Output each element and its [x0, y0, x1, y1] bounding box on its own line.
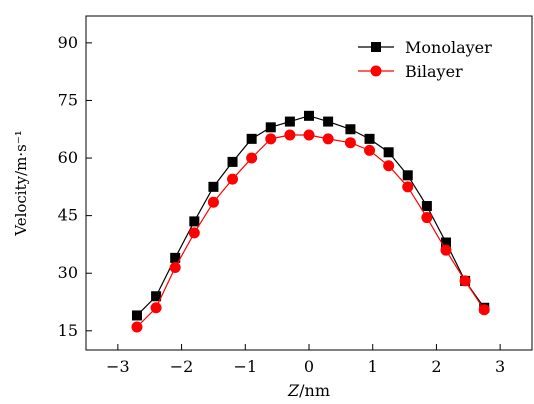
data-point: [402, 170, 413, 181]
y-tick-label: 90: [58, 33, 78, 52]
legend-label: Monolayer: [405, 38, 492, 57]
data-point: [323, 116, 334, 127]
y-tick-label: 30: [58, 263, 78, 282]
series-monolayer: [131, 110, 490, 321]
x-tick-label: 0: [304, 357, 314, 376]
x-tick-label: 1: [368, 357, 378, 376]
data-point: [227, 156, 238, 167]
y-tick-label: 15: [58, 321, 78, 340]
data-point: [189, 216, 200, 227]
data-point: [265, 133, 277, 145]
data-point: [421, 212, 433, 224]
y-tick-label: 45: [58, 206, 78, 225]
data-point: [459, 275, 471, 287]
data-point: [364, 133, 375, 144]
legend: Monolayer Bilayer: [358, 38, 492, 81]
data-point: [131, 310, 142, 321]
legend-marker: [371, 42, 381, 52]
series-layer: [131, 110, 490, 333]
data-point: [304, 110, 314, 121]
data-point: [303, 129, 315, 141]
x-axis-unit: /nm: [299, 381, 330, 400]
data-point: [383, 160, 395, 172]
x-tick-label: −3: [106, 357, 130, 376]
data-point: [150, 302, 162, 314]
x-tick-label: 3: [495, 357, 505, 376]
y-tick-label: 75: [58, 90, 78, 109]
data-point: [207, 196, 219, 208]
legend-marker: [370, 65, 382, 77]
data-point: [170, 252, 181, 263]
data-point: [383, 147, 394, 158]
data-point: [322, 133, 334, 145]
data-point: [208, 181, 219, 192]
data-point: [284, 116, 295, 127]
y-axis-label: Velocity/m·s⁻¹: [12, 130, 30, 237]
axis-ticks: −3 −2 −1 0 1 2 3 15 30 45 60 75 90: [58, 33, 506, 376]
x-tick-label: −2: [170, 357, 194, 376]
series-line: [136, 115, 485, 316]
data-point: [188, 227, 200, 239]
data-point: [151, 291, 162, 302]
plot-frame: [85, 15, 533, 351]
data-point: [344, 137, 356, 149]
x-tick-label: 2: [431, 357, 441, 376]
data-point: [227, 173, 239, 185]
data-point: [265, 122, 276, 133]
data-point: [421, 201, 432, 212]
legend-label: Bilayer: [405, 62, 463, 81]
data-point: [345, 124, 356, 135]
x-axis-variable: Z: [287, 381, 300, 400]
data-point: [169, 261, 181, 273]
x-axis-label: Z/nm: [287, 381, 330, 400]
series-bilayer: [131, 129, 490, 333]
y-tick-label: 60: [58, 148, 78, 167]
data-point: [246, 152, 258, 164]
x-tick-label: −1: [233, 357, 257, 376]
data-point: [440, 244, 452, 256]
data-point: [440, 237, 451, 248]
data-point: [402, 181, 414, 193]
data-point: [131, 321, 143, 333]
data-point: [246, 133, 257, 144]
data-point: [364, 144, 376, 156]
data-point: [478, 304, 490, 316]
data-point: [284, 129, 296, 141]
